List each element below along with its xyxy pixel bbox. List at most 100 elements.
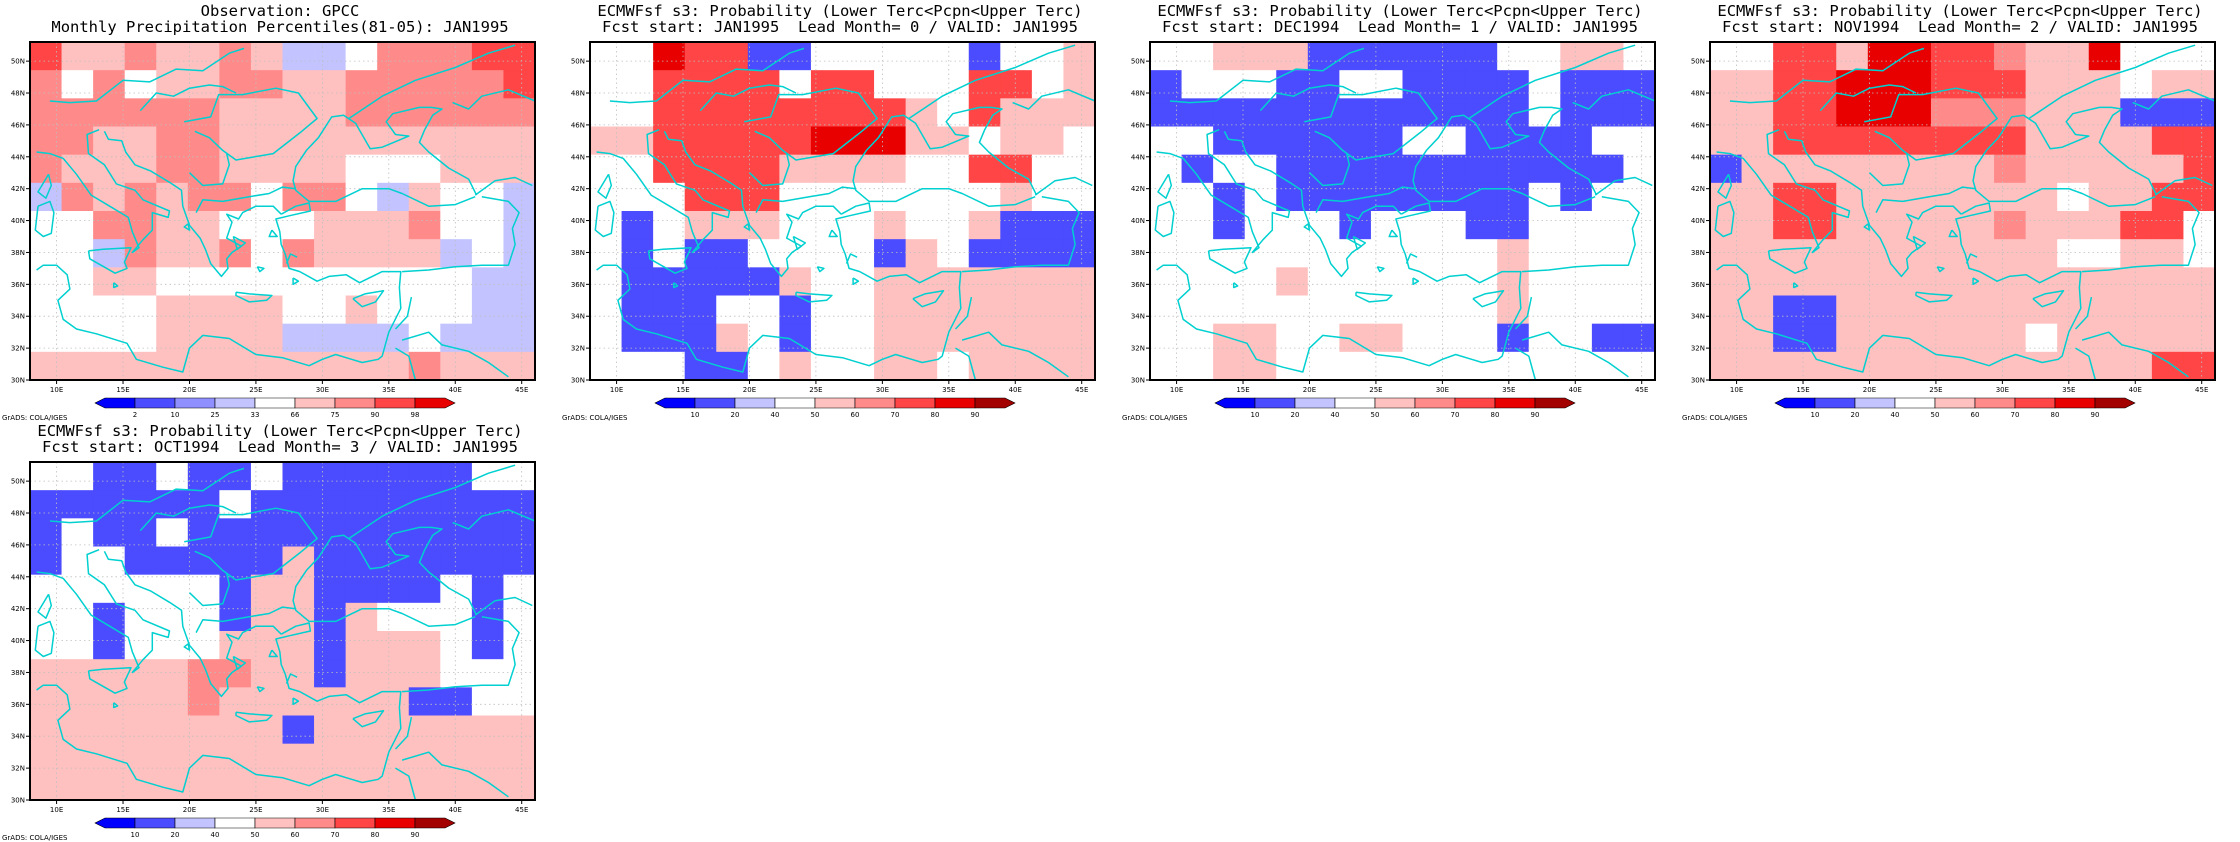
grid-cell xyxy=(1710,42,1742,71)
grid-cell xyxy=(2120,211,2153,240)
gridlines xyxy=(1150,42,1655,381)
grid-cell xyxy=(1867,42,1900,71)
colorbar-swatch xyxy=(934,397,976,409)
y-tick-label: 46N xyxy=(571,121,585,129)
grid-cell xyxy=(1063,295,1096,325)
y-tick-label: 46N xyxy=(11,121,25,129)
coastline xyxy=(1259,84,1357,112)
grid-cell xyxy=(440,490,473,519)
colorbar-swatch xyxy=(294,397,336,409)
grid-cell xyxy=(1773,211,1806,240)
grid-cell xyxy=(61,154,94,184)
colorbar-label: 10 xyxy=(131,831,140,839)
colorbar-swatch xyxy=(1814,397,1856,409)
coastline xyxy=(748,153,791,187)
grid-cell xyxy=(440,659,473,688)
island-outline xyxy=(795,291,833,303)
grid-cell xyxy=(1497,323,1530,353)
colorbar-label: 70 xyxy=(1451,411,1460,419)
grid-cell xyxy=(2151,42,2184,71)
grid-cell xyxy=(345,715,378,745)
grid-cell xyxy=(1528,211,1561,240)
grid-cell xyxy=(314,490,347,519)
grid-cell xyxy=(2151,154,2184,184)
grid-cell xyxy=(1150,351,1182,381)
coastline xyxy=(49,467,245,524)
y-tick-label: 32N xyxy=(11,345,25,353)
grads-footer: GrADS: COLA/IGES xyxy=(1682,414,1748,422)
grid-cell xyxy=(937,211,970,240)
grid-cell xyxy=(93,771,126,801)
coastline xyxy=(1223,130,1402,278)
grid-cell xyxy=(377,631,410,660)
grid-cell xyxy=(30,295,62,325)
map-plot: 10E 15E 20E 25E 30E 35E 40E 45E 30N 32N 34N 36N 38N 4… xyxy=(11,461,536,839)
grid-cell xyxy=(282,490,315,519)
grid-cell xyxy=(1560,267,1593,296)
grid-cell xyxy=(716,98,749,127)
grid-cell xyxy=(1741,154,1774,184)
grid-cell xyxy=(471,518,504,547)
colorbar-swatch xyxy=(694,397,736,409)
colorbar-swatch xyxy=(2014,397,2056,409)
grid-cell xyxy=(408,70,441,99)
axis-labels: 10E 15E 20E 25E 30E 35E 40E 45E 30N 32N 34N 36N 38N 4… xyxy=(571,58,1089,394)
grid-cell xyxy=(219,211,252,240)
grid-cell xyxy=(1150,267,1182,296)
coastline xyxy=(452,509,536,530)
grid-cell xyxy=(61,462,94,491)
grid-cell xyxy=(1867,126,1900,156)
colorbar-swatch xyxy=(1774,397,1816,409)
grads-footer: GrADS: COLA/IGES xyxy=(562,414,628,422)
island-outline xyxy=(1352,235,1367,251)
grid-cell xyxy=(219,546,252,576)
grid-cell xyxy=(503,687,536,716)
grid-cell xyxy=(2057,70,2090,99)
grid-cell xyxy=(408,182,441,212)
grid-cell xyxy=(684,98,717,127)
coastline xyxy=(474,176,533,196)
grid-cell xyxy=(156,462,189,491)
x-tick-label: 35E xyxy=(382,806,395,814)
coastline xyxy=(1405,253,1418,264)
grid-cell xyxy=(747,211,780,240)
grid-cell xyxy=(1339,211,1372,240)
coastline xyxy=(609,47,805,104)
grid-cell xyxy=(684,126,717,156)
grid-cell xyxy=(716,267,749,296)
grid-cell xyxy=(1994,42,2027,71)
grid-cell xyxy=(1528,295,1561,325)
y-tick-label: 44N xyxy=(1691,153,1705,161)
coastline xyxy=(2132,89,2216,110)
grid-cell xyxy=(2088,154,2121,184)
grid-cell xyxy=(653,351,686,381)
island-outline xyxy=(1388,229,1398,238)
grid-cell xyxy=(1497,154,1530,184)
grid-cell xyxy=(156,574,189,604)
grid-cell xyxy=(1465,295,1498,325)
grid-cell xyxy=(408,602,441,632)
panel-obs: Observation: GPCC Monthly Precipitation … xyxy=(0,0,560,422)
colorbar-swatch xyxy=(294,817,336,829)
island-outline xyxy=(352,709,385,728)
grid-cell xyxy=(1276,267,1309,296)
grid-cell xyxy=(282,631,315,660)
x-tick-label: 20E xyxy=(183,386,196,394)
colorbar-swatch xyxy=(1214,397,1256,409)
colorbar-label: 25 xyxy=(211,411,220,419)
grid-cell xyxy=(187,211,220,240)
grid-cell xyxy=(1244,42,1277,71)
grid-cell xyxy=(219,631,252,660)
colorbar-label: 10 xyxy=(1811,411,1820,419)
x-tick-label: 40E xyxy=(449,806,462,814)
island-outline xyxy=(1157,173,1173,199)
grid-cell xyxy=(187,574,220,604)
grid-cell xyxy=(1899,211,1932,240)
grid-cell xyxy=(440,771,473,801)
grid-cell xyxy=(377,659,410,688)
coastline xyxy=(184,87,318,161)
colorbar-label: 20 xyxy=(171,831,180,839)
colorbar-label: 40 xyxy=(211,831,220,839)
grid-cell xyxy=(1962,154,1995,184)
colorbar: 10 20 40 50 60 70 80 90 xyxy=(1214,397,1576,419)
